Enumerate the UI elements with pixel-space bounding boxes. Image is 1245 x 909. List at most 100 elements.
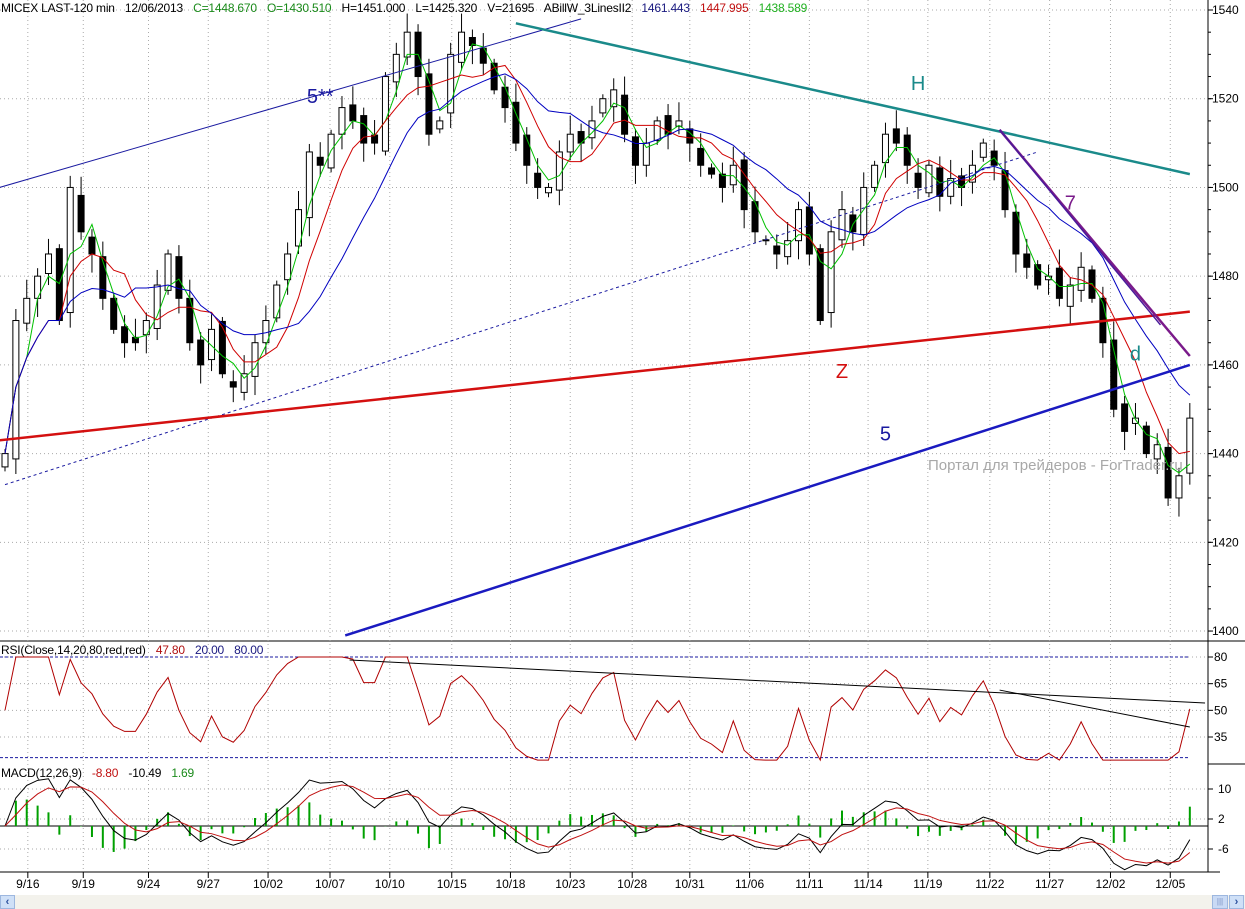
candle-body — [294, 209, 302, 247]
candle-body — [305, 151, 313, 219]
candle-body — [979, 142, 987, 158]
candle-body — [784, 240, 792, 258]
macd-signal-line — [4, 784, 1191, 864]
candle-body — [110, 297, 118, 330]
candle-body — [458, 31, 466, 63]
rsi-low-level: 20.00 — [195, 643, 225, 657]
candle-body — [1034, 264, 1042, 286]
rsi-line — [4, 656, 1191, 762]
candle-body — [1066, 284, 1074, 307]
purple-line-2 — [999, 129, 1162, 326]
rsi-tick-label: 65 — [1214, 677, 1228, 691]
date-tick-label: 10/31 — [675, 877, 705, 891]
candle-body — [1110, 339, 1118, 410]
macd-tick-label: 2 — [1218, 812, 1225, 826]
symbol-label: MICEX LAST-120 min — [1, 1, 115, 15]
candle-body — [697, 147, 705, 166]
candle-body — [229, 381, 237, 388]
date-tick-label: 10/15 — [437, 877, 467, 891]
candle-body — [914, 172, 922, 188]
candle-body — [1153, 444, 1161, 460]
rsi-trendline — [999, 689, 1190, 728]
candle-body — [77, 194, 85, 233]
candle-body — [1142, 425, 1150, 455]
candle-body — [903, 134, 911, 166]
close-value: C=1448.670 — [193, 1, 257, 15]
macd-header: MACD(12,26,9) -8.80 -10.49 1.69 — [1, 766, 201, 780]
candle-body — [360, 115, 368, 144]
candle-body — [816, 248, 824, 322]
date-tick-label: 11/06 — [735, 877, 764, 891]
horizontal-scrollbar[interactable]: ‹ ||| › — [0, 895, 1245, 909]
candle-body — [1055, 267, 1063, 299]
candle-body — [403, 31, 411, 58]
macd-hist-value: 1.69 — [171, 766, 194, 780]
rsi-value: 47.80 — [155, 643, 185, 657]
candle-body — [218, 320, 226, 375]
candle-body — [860, 186, 868, 235]
candle-body — [871, 164, 879, 188]
red-neckline — [0, 310, 1190, 442]
candle-body — [523, 134, 531, 166]
indicator-label: ABillW_3LinesII2 — [543, 1, 632, 15]
candle-body — [838, 209, 846, 241]
price-tick-label: 1460 — [1212, 358, 1239, 372]
chevron-right-icon: › — [1234, 896, 1239, 908]
candle-body — [251, 342, 259, 377]
scroll-right-button[interactable]: › — [1229, 895, 1244, 909]
rsi-label: RSI(Close,14,20,80,red,red) — [1, 643, 146, 657]
candle-body — [23, 297, 31, 324]
date-tick-label: 10/23 — [555, 877, 585, 891]
candle-body — [1164, 446, 1172, 499]
wave-annotation: 7 — [1065, 193, 1076, 215]
teal-resistance-line — [515, 22, 1191, 176]
ma-fast-line — [4, 43, 1191, 474]
candle-body — [55, 248, 63, 322]
watermark: Портал для трейдеров - ForTrader.ru — [928, 457, 1183, 474]
date-tick-label: 9/27 — [197, 877, 221, 891]
candle-body — [773, 245, 781, 255]
candle-body — [501, 86, 509, 109]
price-tick-label: 1540 — [1212, 3, 1239, 17]
macd-tick-label: -6 — [1218, 842, 1229, 856]
candle-body — [284, 253, 292, 281]
scrollbar-thumb[interactable]: ||| — [1212, 895, 1228, 909]
candle-body — [164, 253, 172, 291]
rsi-tick-label: 50 — [1214, 703, 1228, 717]
candle-body — [795, 209, 803, 242]
upper-channel-line — [0, 18, 582, 188]
candle-body — [599, 98, 607, 114]
candle-body — [1186, 417, 1194, 474]
candle-body — [240, 373, 248, 393]
candle-body — [947, 178, 955, 197]
macd-label: MACD(12,26,9) — [1, 766, 82, 780]
macd-value: -8.80 — [91, 766, 119, 780]
candle-body — [631, 136, 639, 166]
chevron-left-icon: ‹ — [5, 896, 10, 908]
ma-mid-line — [4, 64, 1190, 455]
candle-body — [436, 120, 444, 130]
candle-body — [827, 231, 835, 314]
ma-slow-line — [4, 73, 1191, 454]
macd-line — [4, 778, 1191, 871]
candle-body — [718, 173, 726, 188]
wave-annotation: d — [1130, 343, 1141, 365]
candle-body — [1077, 266, 1085, 291]
low-value: L=1425.320 — [415, 1, 478, 15]
scroll-left-button[interactable]: ‹ — [0, 895, 15, 909]
volume-value: V=21695 — [487, 1, 535, 15]
wave-annotation: 5 — [880, 423, 891, 445]
rsi-tick-label: 80 — [1214, 650, 1228, 664]
date-label: 12/06/2013 — [124, 1, 183, 15]
candle-body — [392, 53, 400, 83]
candle-body — [273, 284, 281, 319]
candle-body — [621, 94, 629, 135]
indicator-line2-value: 1447.995 — [700, 1, 749, 15]
date-tick-label: 12/02 — [1095, 877, 1125, 891]
candle-body — [1121, 403, 1129, 432]
candle-body — [88, 236, 96, 255]
candle-body — [44, 253, 52, 274]
candle-body — [653, 120, 661, 141]
date-tick-label: 10/07 — [315, 877, 345, 891]
